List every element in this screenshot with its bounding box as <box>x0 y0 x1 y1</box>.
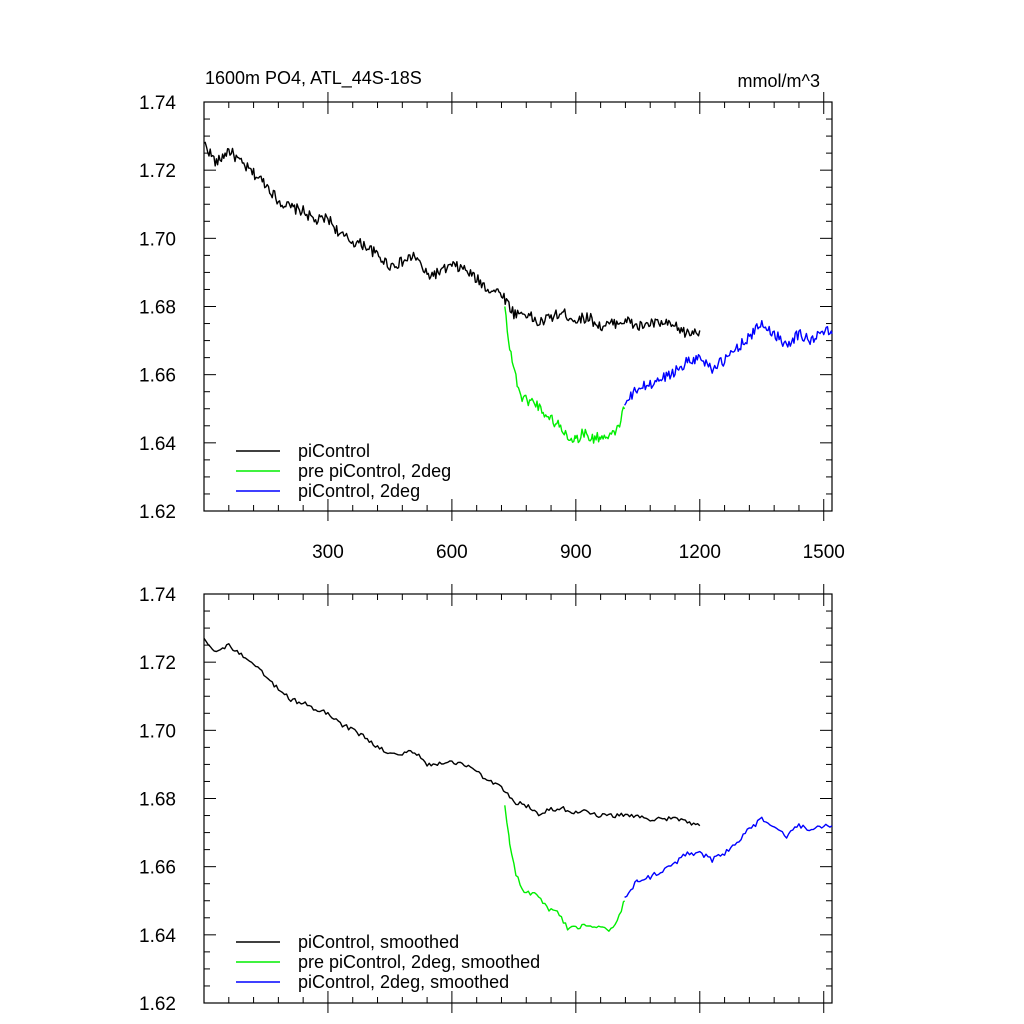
y-tick-label: 1.70 <box>139 721 176 742</box>
unit-label: mmol/m^3 <box>738 71 820 91</box>
legend-label-0: piControl, smoothed <box>298 932 459 952</box>
legend-label-2: piControl, 2deg, smoothed <box>298 972 509 992</box>
series-line-0 <box>203 141 701 338</box>
x-tick-label: 1500 <box>803 542 845 563</box>
x-tick-label: 900 <box>560 542 592 563</box>
y-tick-label: 1.64 <box>139 926 176 947</box>
bottom-panel: 1.62 1.64 1.66 1.68 1.70 1.72 1.74 piControl, s… <box>139 584 833 1015</box>
series-line-0 <box>203 637 701 827</box>
y-tick-label: 1.62 <box>139 994 176 1015</box>
y-tick-label: 1.62 <box>139 502 176 523</box>
legend-label-2: piControl, 2deg <box>298 481 420 501</box>
x-tick-label: 300 <box>312 542 344 563</box>
legend-label-0: piControl <box>298 441 370 461</box>
legend-label-1: pre piControl, 2deg <box>298 461 451 481</box>
y-tick-label: 1.74 <box>139 585 176 606</box>
series-line-2 <box>624 816 833 898</box>
y-tick-label: 1.68 <box>139 298 176 319</box>
top-panel: 1.62 1.64 1.66 1.68 1.70 1.72 1.74 300 600 900 120… <box>139 92 845 563</box>
y-tick-label: 1.66 <box>139 366 176 387</box>
y-tick-label: 1.64 <box>139 434 176 455</box>
series-line-1 <box>504 805 626 932</box>
x-tick-label: 600 <box>436 542 468 563</box>
y-tick-label: 1.70 <box>139 229 176 250</box>
series-line-2 <box>623 320 833 406</box>
chart-title: 1600m PO4, ATL_44S-18S <box>205 68 422 89</box>
y-tick-label: 1.72 <box>139 653 176 674</box>
series-line-1 <box>504 306 626 444</box>
legend-label-1: pre piControl, 2deg, smoothed <box>298 952 540 972</box>
x-tick-label: 1200 <box>679 542 721 563</box>
y-tick-label: 1.72 <box>139 161 176 182</box>
y-tick-label: 1.74 <box>139 93 176 114</box>
y-tick-label: 1.68 <box>139 790 176 811</box>
y-tick-label: 1.66 <box>139 858 176 879</box>
